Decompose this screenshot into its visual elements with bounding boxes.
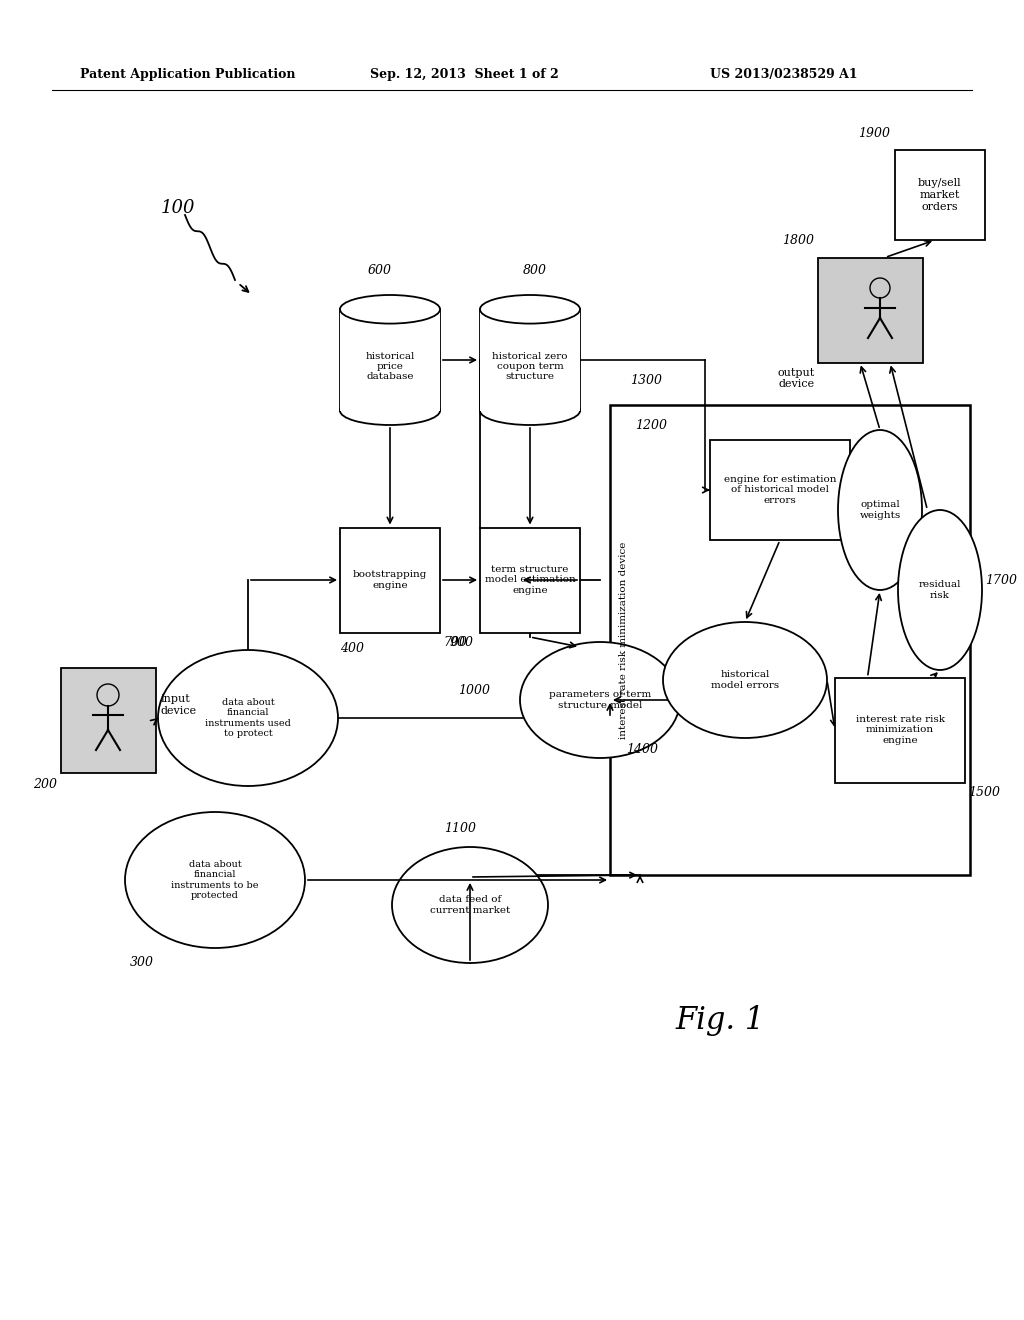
Ellipse shape	[838, 430, 922, 590]
Text: term structure
model estimation
engine: term structure model estimation engine	[484, 565, 575, 595]
Text: Patent Application Publication: Patent Application Publication	[80, 69, 296, 81]
Ellipse shape	[480, 396, 580, 425]
Bar	[480, 528, 580, 632]
Text: interest rate risk minimization device: interest rate risk minimization device	[620, 541, 629, 739]
Bar	[895, 150, 985, 240]
Text: 1500: 1500	[968, 785, 1000, 799]
Text: 1800: 1800	[782, 235, 814, 248]
Text: buy/sell
market
orders: buy/sell market orders	[919, 178, 962, 211]
Text: 100: 100	[161, 199, 196, 216]
Text: 1000: 1000	[458, 684, 490, 697]
Ellipse shape	[870, 279, 890, 298]
Ellipse shape	[392, 847, 548, 964]
Text: parameters of term
structure model: parameters of term structure model	[549, 690, 651, 710]
Text: interest rate risk
minimization
engine: interest rate risk minimization engine	[855, 715, 944, 744]
Text: residual
risk: residual risk	[919, 581, 962, 599]
Text: data feed of
current market: data feed of current market	[430, 895, 510, 915]
Text: input
device: input device	[161, 694, 197, 715]
Text: 1900: 1900	[858, 127, 890, 140]
Text: engine for estimation
of historical model
errors: engine for estimation of historical mode…	[724, 475, 837, 504]
Text: data about
financial
instruments to be
protected: data about financial instruments to be p…	[171, 859, 259, 900]
Bar	[710, 440, 850, 540]
Text: 900: 900	[450, 635, 474, 648]
Text: optimal
weights: optimal weights	[859, 500, 901, 520]
Bar	[835, 677, 965, 783]
Ellipse shape	[340, 294, 440, 323]
Text: Sep. 12, 2013  Sheet 1 of 2: Sep. 12, 2013 Sheet 1 of 2	[370, 69, 559, 81]
Bar	[610, 405, 970, 875]
Ellipse shape	[898, 510, 982, 671]
Text: Fig. 1: Fig. 1	[676, 1005, 765, 1035]
Bar	[340, 309, 440, 411]
Text: 400: 400	[340, 642, 364, 655]
Text: historical zero
coupon term
structure: historical zero coupon term structure	[493, 351, 567, 381]
Text: 600: 600	[368, 264, 392, 277]
Text: data about
financial
instruments used
to protect: data about financial instruments used to…	[205, 698, 291, 738]
Text: historical
price
database: historical price database	[366, 351, 415, 381]
Text: 700: 700	[443, 635, 467, 648]
Text: 1300: 1300	[630, 374, 662, 387]
Text: 1700: 1700	[985, 573, 1017, 586]
Text: bootstrapping
engine: bootstrapping engine	[353, 570, 427, 590]
Ellipse shape	[97, 684, 119, 706]
Text: 800: 800	[523, 264, 547, 277]
Text: 1600: 1600	[761, 494, 793, 507]
Bar	[60, 668, 156, 772]
Ellipse shape	[158, 649, 338, 785]
Bar	[340, 528, 440, 632]
Bar	[817, 257, 923, 363]
Text: historical
model errors: historical model errors	[711, 671, 779, 689]
Text: 300: 300	[130, 956, 154, 969]
Ellipse shape	[663, 622, 827, 738]
Text: US 2013/0238529 A1: US 2013/0238529 A1	[710, 69, 858, 81]
Text: output
device: output device	[777, 367, 814, 389]
Text: 1200: 1200	[635, 418, 667, 432]
Ellipse shape	[480, 294, 580, 323]
Text: 1400: 1400	[626, 743, 658, 756]
Bar	[480, 309, 580, 411]
Text: 200: 200	[34, 777, 57, 791]
Ellipse shape	[125, 812, 305, 948]
Text: 1100: 1100	[444, 822, 476, 836]
Ellipse shape	[340, 396, 440, 425]
Ellipse shape	[520, 642, 680, 758]
